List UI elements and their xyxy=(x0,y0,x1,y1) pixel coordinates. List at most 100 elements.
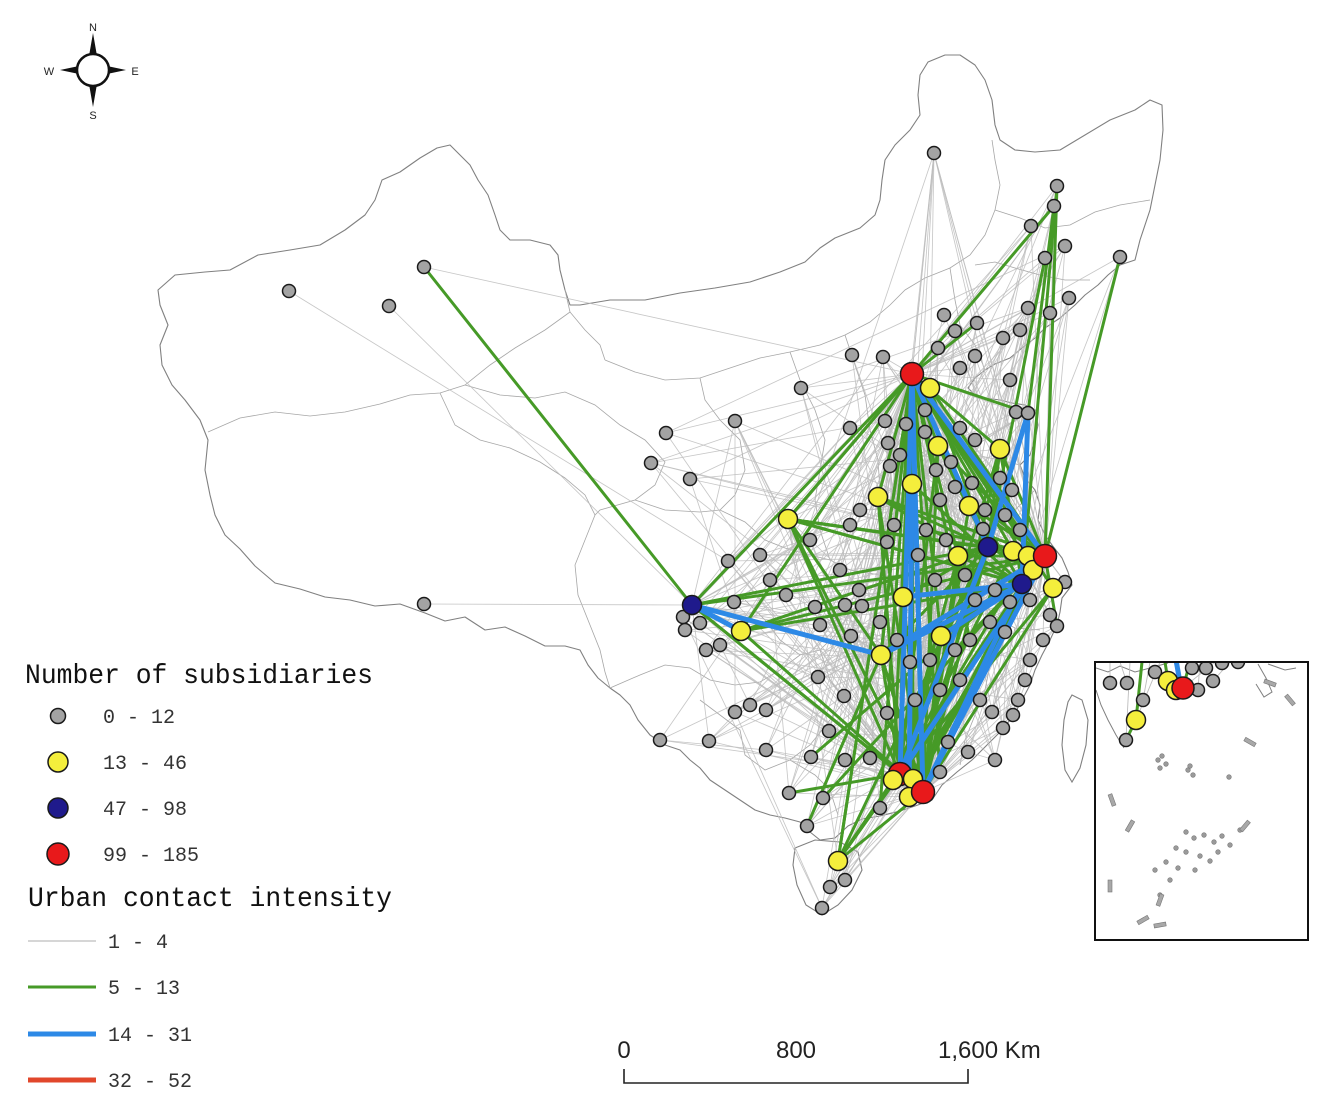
inset-island-dash xyxy=(1153,921,1167,929)
contact-line-1-4 xyxy=(665,245,1066,434)
contact-line-1-4 xyxy=(665,373,913,434)
city-node-13-46 xyxy=(870,644,892,666)
inset-island xyxy=(1190,772,1196,778)
city-node-0-12 xyxy=(879,705,895,721)
legend-label-intensity-3: 32 - 52 xyxy=(108,1071,192,1094)
legend-symbol-subsidiaries-0 xyxy=(49,707,67,725)
city-node-0-12 xyxy=(1049,178,1065,194)
inset-island-dash xyxy=(1107,879,1113,893)
city-node-0-12 xyxy=(381,298,397,314)
legend-symbol-subsidiaries-3 xyxy=(46,842,70,866)
city-node-0-12 xyxy=(952,420,968,436)
contact-line-1-4 xyxy=(699,555,1046,624)
city-node-47-98 xyxy=(681,594,703,616)
contact-line-14-31 xyxy=(938,581,1025,639)
contact-line-1-4 xyxy=(699,524,851,624)
city-node-13-46 xyxy=(989,438,1011,460)
city-node-0-12 xyxy=(952,672,968,688)
city-node-0-12 xyxy=(677,622,693,638)
province-border xyxy=(574,539,611,689)
contact-line-1-4 xyxy=(999,297,1070,479)
city-node-0-12 xyxy=(879,534,895,550)
contact-line-1-4 xyxy=(650,373,913,464)
city-node-13-46 xyxy=(901,473,923,495)
legend-label-subsidiaries-2: 47 - 98 xyxy=(103,799,187,822)
city-node-0-12 xyxy=(926,145,942,161)
compass-east-label: E xyxy=(131,66,138,78)
city-node-0-12 xyxy=(727,704,743,720)
city-node-13-46 xyxy=(947,545,969,567)
city-node-0-12 xyxy=(698,642,714,658)
city-node-0-12 xyxy=(1022,652,1038,668)
city-node-0-12 xyxy=(922,652,938,668)
city-node-0-12 xyxy=(643,455,659,471)
city-node-0-12 xyxy=(932,764,948,780)
inset-frame xyxy=(1094,661,1309,941)
contact-line-14-31 xyxy=(689,602,884,658)
contact-line-1-4 xyxy=(950,312,1051,463)
city-node-0-12 xyxy=(837,752,853,768)
city-node-13-46 xyxy=(867,486,889,508)
city-node-0-12 xyxy=(1046,198,1062,214)
city-node-0-12 xyxy=(932,492,948,508)
legend-subsidiaries-title: Number of subsidiaries xyxy=(25,661,373,692)
city-node-0-12 xyxy=(940,734,956,750)
scale-label-middle: 800 xyxy=(776,1037,816,1064)
city-node-0-12 xyxy=(837,872,853,888)
city-node-0-12 xyxy=(742,697,758,713)
city-node-0-12 xyxy=(995,330,1011,346)
compass-west-label: W xyxy=(44,66,55,78)
inset-island-dash xyxy=(1107,793,1117,807)
city-node-0-12 xyxy=(927,572,943,588)
city-node-0-12 xyxy=(947,479,963,495)
city-node-0-12 xyxy=(938,532,954,548)
inset-island xyxy=(1191,835,1197,841)
city-node-0-12 xyxy=(918,522,934,538)
scale-label-end: 1,600 Km xyxy=(938,1037,1041,1064)
inset-city-node-99-185 xyxy=(1171,676,1195,700)
inset-island xyxy=(1201,832,1207,838)
contact-line-1-4 xyxy=(684,629,894,781)
inset-city-node-0-12 xyxy=(1205,673,1221,689)
contact-line-1-4 xyxy=(1021,256,1121,585)
scale-bar: 0 800 1,600 Km xyxy=(617,1037,1041,1084)
city-node-0-12 xyxy=(1010,692,1026,708)
city-node-0-12 xyxy=(810,669,826,685)
city-node-0-12 xyxy=(960,744,976,760)
compass-north-arrow xyxy=(89,33,97,56)
city-node-0-12 xyxy=(652,732,668,748)
city-node-0-12 xyxy=(814,900,830,916)
city-node-0-12 xyxy=(815,790,831,806)
inset-island xyxy=(1163,761,1169,767)
inset-island xyxy=(1152,867,1158,873)
city-node-0-12 xyxy=(964,475,980,491)
taiwan-outline xyxy=(1061,694,1089,784)
legend-label-subsidiaries-3: 99 - 185 xyxy=(103,845,199,868)
city-node-0-12 xyxy=(1008,404,1024,420)
city-node-0-12 xyxy=(898,416,914,432)
inset-island xyxy=(1173,845,1179,851)
city-node-0-12 xyxy=(889,632,905,648)
city-node-13-46 xyxy=(730,620,752,642)
city-node-0-12 xyxy=(778,587,794,603)
inset-island-dash xyxy=(1243,736,1257,748)
city-node-0-12 xyxy=(720,553,736,569)
city-node-0-12 xyxy=(658,425,674,441)
city-node-0-12 xyxy=(1023,218,1039,234)
city-node-0-12 xyxy=(712,637,728,653)
contact-line-1-4 xyxy=(765,373,913,711)
city-node-0-12 xyxy=(793,380,809,396)
compass-west-arrow xyxy=(60,66,79,74)
city-node-0-12 xyxy=(758,702,774,718)
city-node-0-12 xyxy=(822,879,838,895)
legend-contact-intensity: Urban contact intensity 1 - 4 5 - 13 14 … xyxy=(28,884,392,1094)
inset-island-dash xyxy=(1284,693,1296,707)
city-node-0-12 xyxy=(1037,250,1053,266)
contact-line-14-31 xyxy=(897,544,991,777)
city-node-13-46 xyxy=(958,495,980,517)
city-node-0-12 xyxy=(281,283,297,299)
contact-line-14-31 xyxy=(897,371,915,777)
city-node-0-12 xyxy=(1020,300,1036,316)
city-node-13-46 xyxy=(777,508,799,530)
inset-island xyxy=(1215,849,1221,855)
